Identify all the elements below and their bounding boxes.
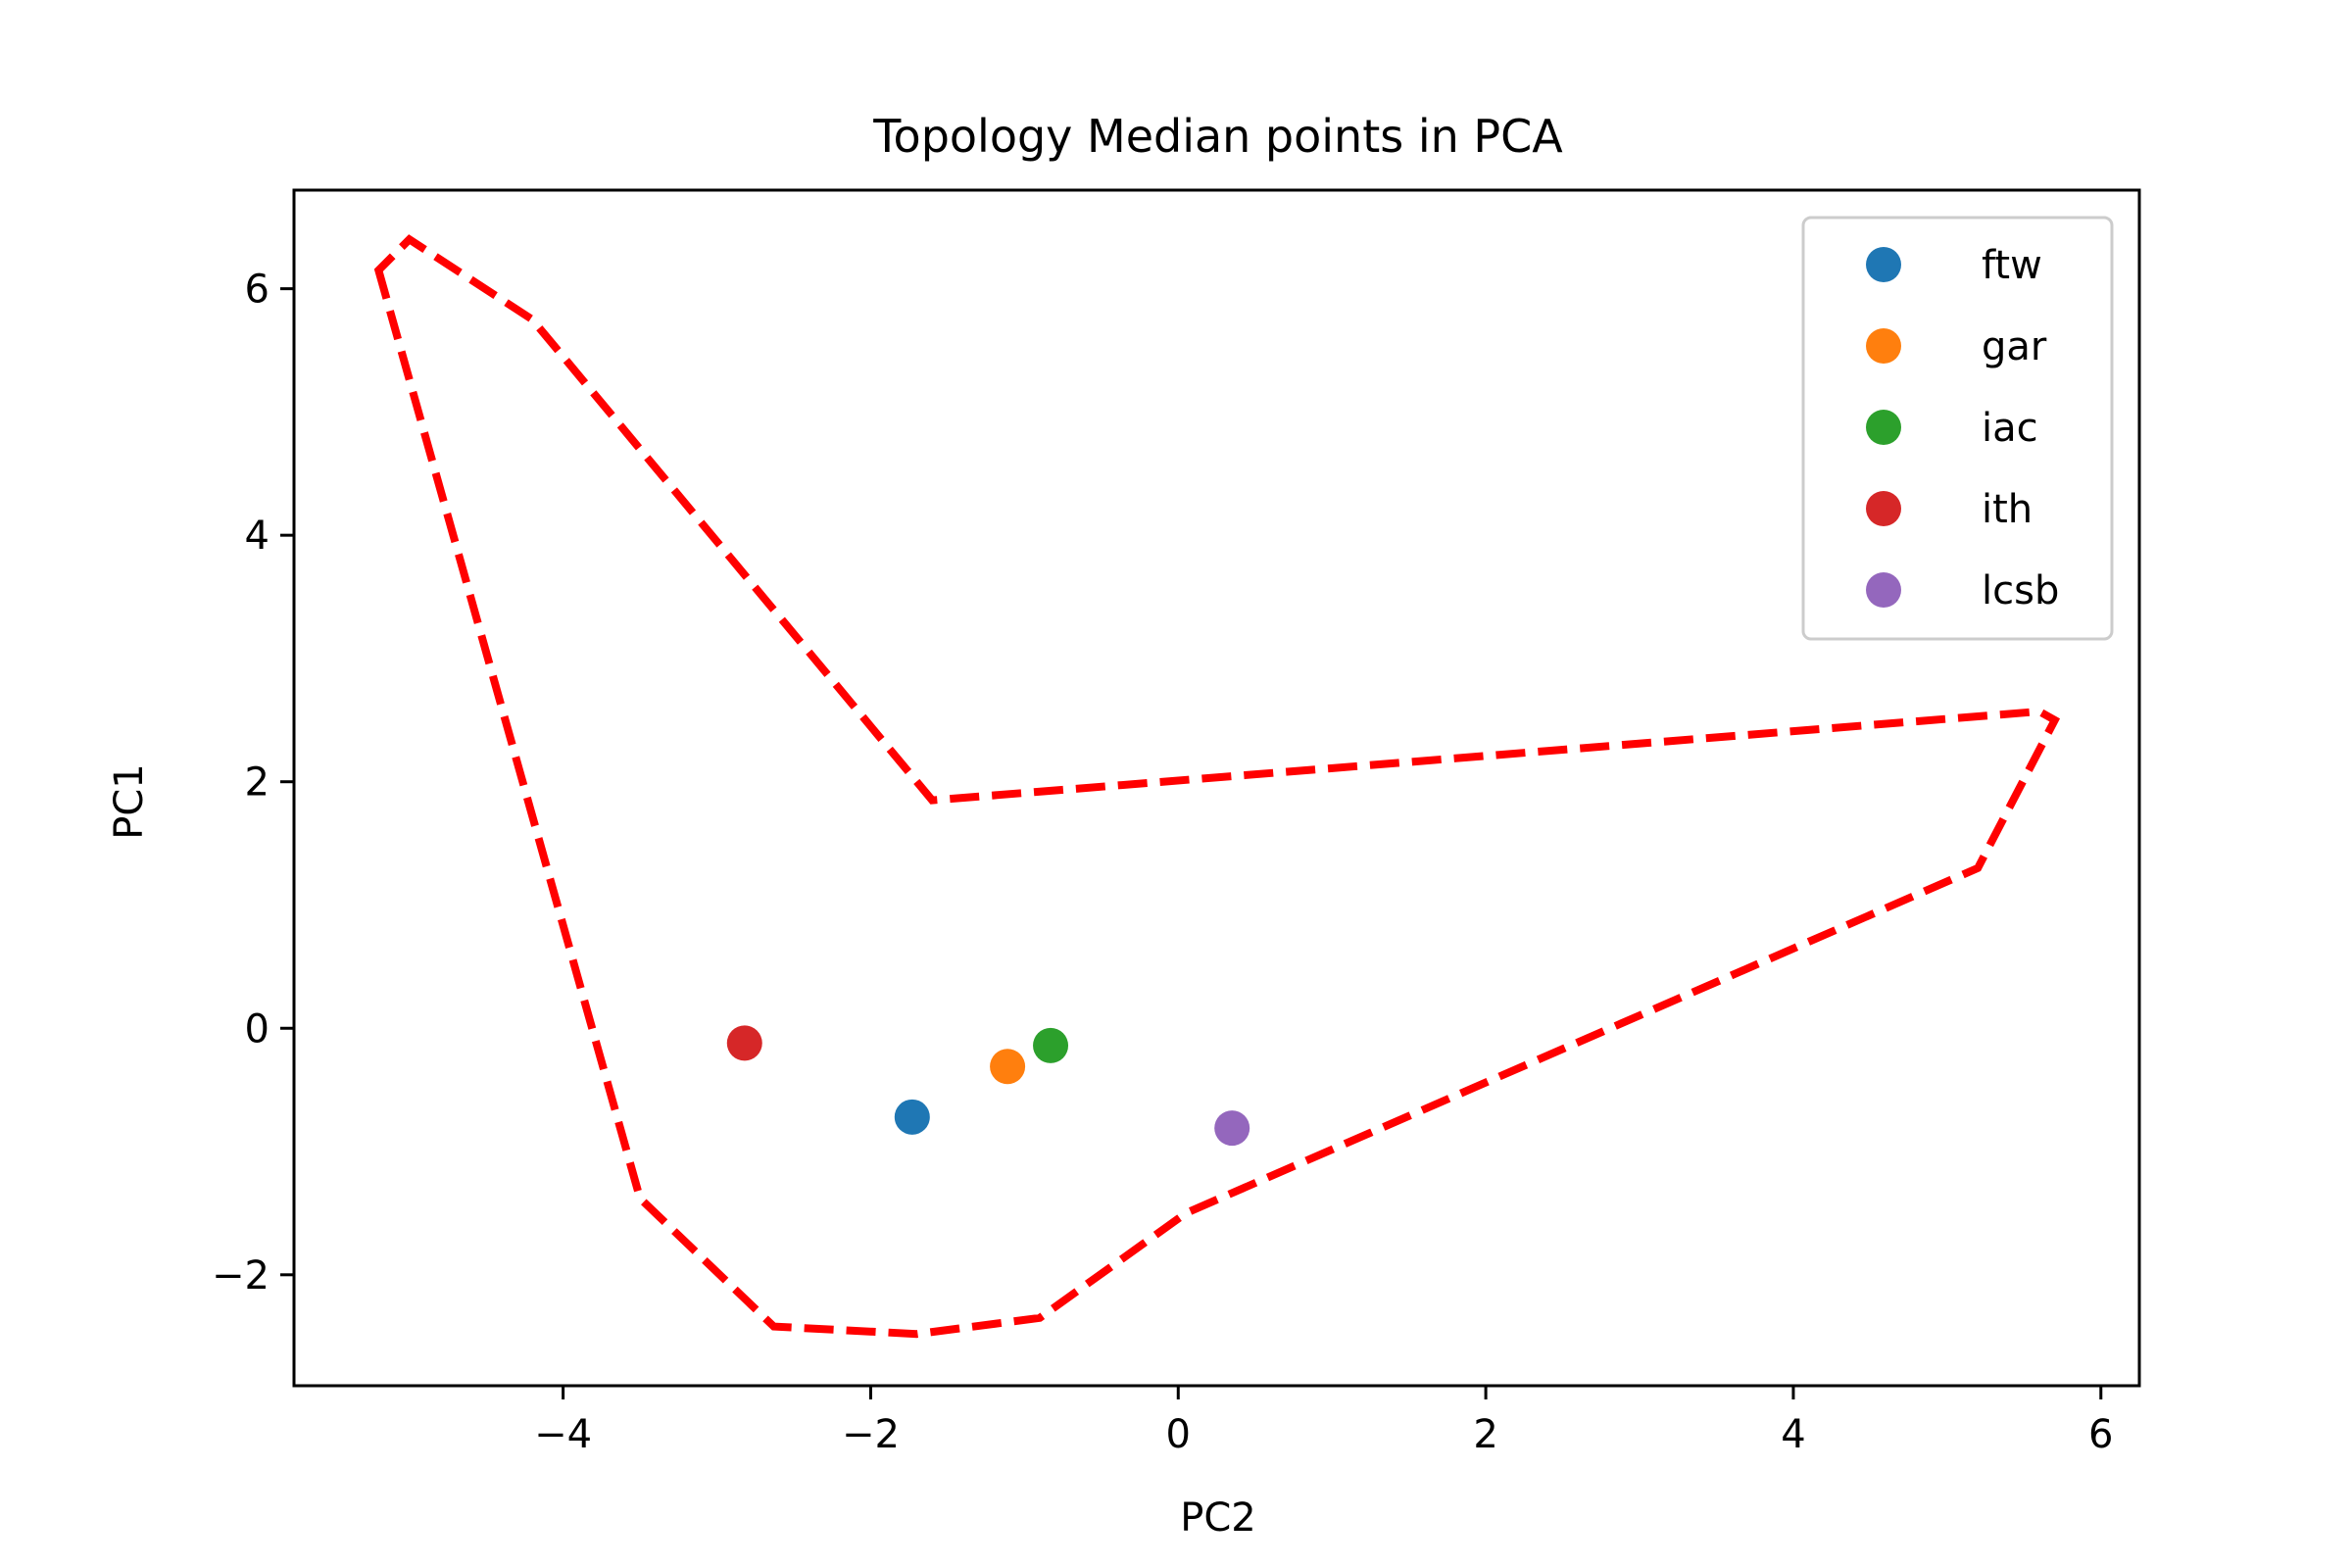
legend: ftw gar iac ith lcsb bbox=[1801, 216, 2114, 641]
legend-marker-ith bbox=[1866, 491, 1901, 526]
axes-frame bbox=[292, 188, 2141, 1388]
x-tick-label: 6 bbox=[2088, 1412, 2113, 1457]
legend-label-ftw: ftw bbox=[1982, 243, 2042, 288]
legend-box bbox=[1801, 216, 2114, 641]
hull-boundary bbox=[373, 234, 2061, 1339]
x-tick-label: 2 bbox=[1473, 1412, 1497, 1457]
x-axis-label: PC2 bbox=[1180, 1495, 1256, 1541]
axes: −4 −2 0 2 4 6 −2 0 2 4 6 bbox=[212, 188, 2141, 1457]
y-tick-label: 6 bbox=[245, 268, 270, 313]
legend-label-gar: gar bbox=[1982, 324, 2047, 369]
y-tick-label: 0 bbox=[245, 1006, 270, 1052]
point-gar bbox=[990, 1049, 1026, 1085]
point-lcsb bbox=[1214, 1110, 1250, 1147]
x-tick-label: −2 bbox=[842, 1412, 900, 1457]
legend-marker-lcsb bbox=[1866, 572, 1901, 608]
legend-marker-iac bbox=[1866, 410, 1901, 445]
point-ftw bbox=[894, 1099, 930, 1135]
x-tick-label: 0 bbox=[1166, 1412, 1191, 1457]
y-tick-label: 4 bbox=[245, 514, 270, 559]
x-tick-label: 4 bbox=[1781, 1412, 1805, 1457]
legend-label-lcsb: lcsb bbox=[1982, 568, 2059, 613]
plot-area bbox=[373, 234, 2061, 1339]
legend-label-ith: ith bbox=[1982, 487, 2033, 532]
y-tick-label: −2 bbox=[212, 1253, 270, 1298]
point-iac bbox=[1033, 1027, 1069, 1063]
y-axis-label: PC1 bbox=[107, 763, 152, 840]
chart-title: Topology Median points in PCA bbox=[872, 110, 1563, 163]
y-tick-label: 2 bbox=[245, 760, 270, 806]
legend-marker-gar bbox=[1866, 328, 1901, 364]
legend-label-iac: iac bbox=[1982, 406, 2038, 451]
point-ith bbox=[726, 1025, 762, 1061]
x-tick-label: −4 bbox=[534, 1412, 592, 1457]
legend-marker-ftw bbox=[1866, 247, 1901, 282]
